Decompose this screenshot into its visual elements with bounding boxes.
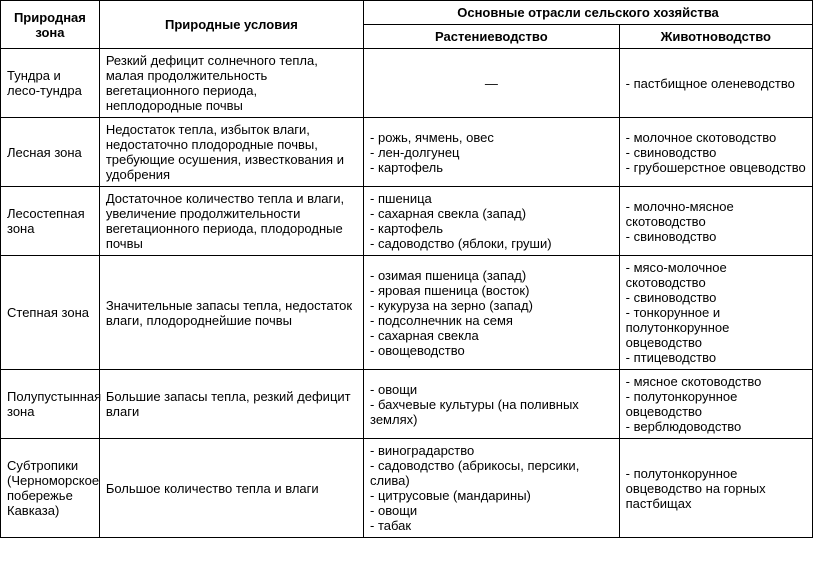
list-item: озимая пшеница (запад): [370, 268, 613, 283]
list-item: полутонкорунное овцеводство: [626, 389, 806, 419]
header-zone: Природная зона: [1, 1, 100, 49]
list-item: садоводство (яблоки, груши): [370, 236, 613, 251]
list-item: свиноводство: [626, 229, 806, 244]
plant-cell: пшеницасахарная свекла (запад)картофельс…: [364, 187, 620, 256]
zone-cell: Субтропики (Черноморское побережье Кавка…: [1, 439, 100, 538]
table-row: Лесостепная зонаДостаточное количество т…: [1, 187, 813, 256]
list-item: сахарная свекла: [370, 328, 613, 343]
list-item: цитрусовые (мандарины): [370, 488, 613, 503]
table-row: Полупустынная зонаБольшие запасы тепла, …: [1, 370, 813, 439]
list-item: рожь, ячмень, овес: [370, 130, 613, 145]
agri-table: Природная зона Природные условия Основны…: [0, 0, 813, 538]
list-item: овощеводство: [370, 343, 613, 358]
list-item: пшеница: [370, 191, 613, 206]
zone-cell: Полупустынная зона: [1, 370, 100, 439]
list-item: бахчевые культуры (на поливных землях): [370, 397, 613, 427]
conditions-cell: Резкий дефицит солнечного тепла, малая п…: [99, 49, 363, 118]
list-item: пастбищное оленеводство: [626, 76, 806, 91]
plant-cell: овощибахчевые культуры (на поливных земл…: [364, 370, 620, 439]
zone-cell: Лесная зона: [1, 118, 100, 187]
animal-cell: молочно-мясное скотоводствосвиноводство: [619, 187, 812, 256]
list-item: молочное скотоводство: [626, 130, 806, 145]
list-item: виноградарство: [370, 443, 613, 458]
conditions-cell: Большое количество тепла и влаги: [99, 439, 363, 538]
list-item: полутонкорунное овцеводство на горных па…: [626, 466, 806, 511]
table-row: Субтропики (Черноморское побережье Кавка…: [1, 439, 813, 538]
list-item: садоводство (абрикосы, персики, слива): [370, 458, 613, 488]
list-item: яровая пшеница (восток): [370, 283, 613, 298]
list-item: молочно-мясное скотоводство: [626, 199, 806, 229]
animal-cell: пастбищное оленеводство: [619, 49, 812, 118]
list-item: сахарная свекла (запад): [370, 206, 613, 221]
list-item: картофель: [370, 160, 613, 175]
conditions-cell: Достаточное количество тепла и влаги, ув…: [99, 187, 363, 256]
plant-cell: виноградарствосадоводство (абрикосы, пер…: [364, 439, 620, 538]
animal-cell: мясное скотоводствополутонкорунное овцев…: [619, 370, 812, 439]
table-row: Лесная зонаНедостаток тепла, избыток вла…: [1, 118, 813, 187]
conditions-cell: Большие запасы тепла, резкий дефицит вла…: [99, 370, 363, 439]
list-item: верблюдоводство: [626, 419, 806, 434]
animal-cell: полутонкорунное овцеводство на горных па…: [619, 439, 812, 538]
animal-cell: мясо-молочное скотоводствосвиноводството…: [619, 256, 812, 370]
list-item: картофель: [370, 221, 613, 236]
list-item: свиноводство: [626, 145, 806, 160]
list-item: табак: [370, 518, 613, 533]
list-item: кукуруза на зерно (запад): [370, 298, 613, 313]
header-animal: Животноводство: [619, 25, 812, 49]
list-item: мясо-молочное скотоводство: [626, 260, 806, 290]
table-row: Степная зонаЗначительные запасы тепла, н…: [1, 256, 813, 370]
list-item: свиноводство: [626, 290, 806, 305]
list-item: тонкорунное и полутонкорунное овцеводств…: [626, 305, 806, 350]
header-branches: Основные отрасли сельского хозяйства: [364, 1, 813, 25]
list-item: мясное скотоводство: [626, 374, 806, 389]
list-item: лен-долгунец: [370, 145, 613, 160]
conditions-cell: Значительные запасы тепла, недостаток вл…: [99, 256, 363, 370]
zone-cell: Степная зона: [1, 256, 100, 370]
header-conditions: Природные условия: [99, 1, 363, 49]
table-body: Тундра и лесо-тундраРезкий дефицит солне…: [1, 49, 813, 538]
zone-cell: Тундра и лесо-тундра: [1, 49, 100, 118]
table-row: Тундра и лесо-тундраРезкий дефицит солне…: [1, 49, 813, 118]
header-plant: Растениеводство: [364, 25, 620, 49]
list-item: подсолнечник на семя: [370, 313, 613, 328]
plant-cell: —: [364, 49, 620, 118]
plant-cell: озимая пшеница (запад)яровая пшеница (во…: [364, 256, 620, 370]
zone-cell: Лесостепная зона: [1, 187, 100, 256]
list-item: овощи: [370, 382, 613, 397]
animal-cell: молочное скотоводствосвиноводствогрубоше…: [619, 118, 812, 187]
list-item: грубошерстное овцеводство: [626, 160, 806, 175]
list-item: овощи: [370, 503, 613, 518]
plant-cell: рожь, ячмень, овеслен-долгунецкартофель: [364, 118, 620, 187]
list-item: птицеводство: [626, 350, 806, 365]
conditions-cell: Недостаток тепла, избыток влаги, недоста…: [99, 118, 363, 187]
